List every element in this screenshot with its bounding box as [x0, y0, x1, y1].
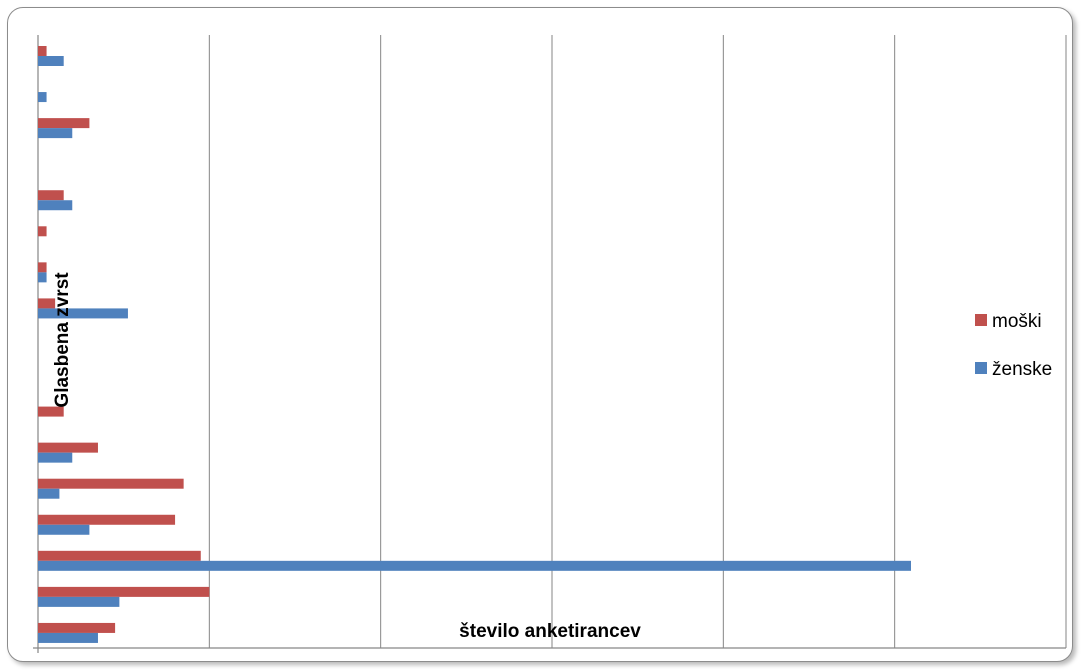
- bar-moski: [38, 550, 201, 561]
- legend: moški ženske: [975, 311, 1052, 380]
- bar-moski: [38, 226, 47, 237]
- bar-zenske: [38, 92, 47, 103]
- legend-swatch-zenske: [975, 362, 987, 374]
- bar-moski: [38, 262, 47, 273]
- y-axis-title: Glasbena zvrst: [52, 272, 73, 408]
- x-axis-title: število anketirancev: [459, 621, 641, 642]
- legend-label-moski: moški: [992, 311, 1042, 332]
- bar-zenske: [38, 272, 47, 283]
- bar-moski: [38, 118, 90, 129]
- legend-swatch-moski: [975, 314, 987, 326]
- bar-zenske: [38, 488, 60, 499]
- bar-zenske: [38, 596, 120, 607]
- bar-moski: [38, 190, 64, 201]
- bar-moski: [38, 298, 56, 309]
- bar-zenske: [38, 56, 64, 66]
- bar-zenske: [38, 200, 73, 211]
- legend-label-zenske: ženske: [992, 359, 1052, 380]
- gridlines: [208, 35, 1067, 648]
- bar-moski: [38, 586, 210, 597]
- bar-zenske: [38, 308, 128, 319]
- bar-moski: [38, 406, 64, 417]
- bars: [38, 46, 911, 643]
- bar-moski: [38, 622, 116, 633]
- bar-moski: [38, 514, 176, 525]
- bar-zenske: [38, 560, 911, 571]
- bar-moski: [38, 478, 184, 489]
- bar-zenske: [38, 524, 90, 535]
- bar-zenske: [38, 452, 73, 463]
- bar-moski: [38, 442, 98, 453]
- bar-moski: [38, 46, 47, 56]
- bar-zenske: [38, 128, 73, 139]
- bar-zenske: [38, 632, 98, 643]
